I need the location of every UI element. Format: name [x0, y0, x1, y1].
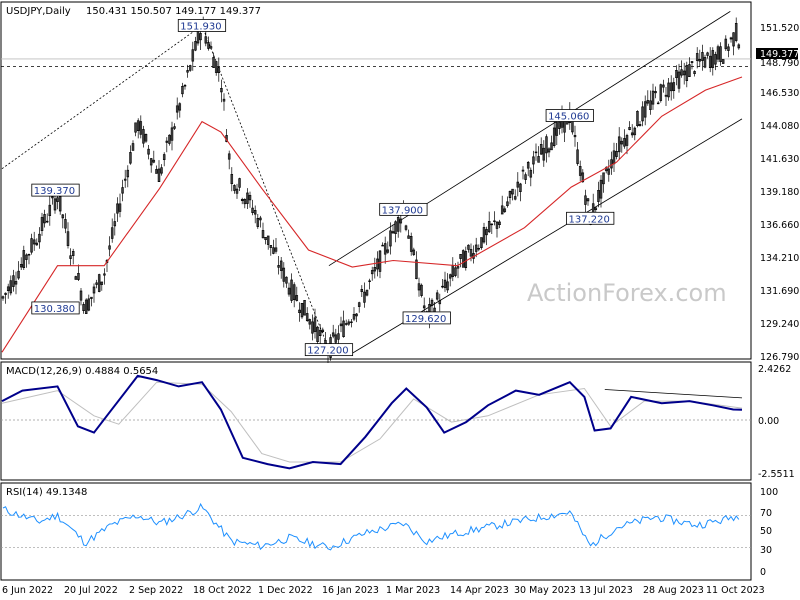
x-tick-label: 28 Aug 2023 [643, 585, 704, 596]
price-tick: 139.180 [760, 187, 799, 198]
watermark: ActionForex.com [527, 279, 727, 307]
price-callout: 127.200 [304, 343, 354, 357]
macd-trendline [604, 389, 743, 399]
rsi-line [2, 502, 740, 551]
x-tick-label: 11 Oct 2023 [706, 585, 765, 596]
callout-label: 130.380 [34, 304, 75, 315]
macd-tick: 0.00 [758, 416, 779, 427]
x-tick-label: 30 May 2023 [514, 585, 576, 596]
price-panel-ohlc: 150.431 150.507 149.177 149.377 [86, 6, 261, 17]
x-tick-label: 14 Apr 2023 [450, 585, 509, 596]
price-tick: 141.630 [760, 154, 799, 165]
callout-label: 137.220 [569, 214, 610, 225]
x-tick-label: 18 Oct 2022 [193, 585, 252, 596]
price-tick: 144.080 [760, 121, 799, 132]
price-callout: 137.220 [566, 211, 615, 225]
price-callout: 130.380 [31, 301, 80, 315]
x-tick-label: 1 Dec 2022 [258, 585, 313, 596]
macd-tick: -2.5511 [758, 469, 795, 480]
trendline-dotted [1, 25, 203, 170]
price-panel [0, 1, 752, 360]
macd-panel [0, 361, 752, 481]
hline-price-label: 148.790 [760, 58, 799, 69]
price-tick: 146.530 [760, 88, 799, 99]
x-tick-label: 20 Jul 2022 [64, 585, 118, 596]
price-callout: 129.620 [402, 311, 451, 325]
x-tick-label: 1 Mar 2023 [386, 585, 440, 596]
x-tick-label: 16 Jan 2023 [322, 585, 379, 596]
callout-box [545, 109, 594, 122]
callout-label: 127.200 [307, 346, 348, 357]
sma-line [1, 76, 743, 353]
rsi-tick: 70 [760, 508, 772, 519]
callout-box [31, 183, 80, 197]
macd-panel-title: MACD(12,26,9) 0.4884 0.5654 [6, 366, 158, 377]
rsi-tick: 0 [760, 567, 766, 578]
callout-label: 151.930 [180, 21, 221, 32]
price-tick: 129.240 [760, 319, 799, 330]
callout-label: 145.060 [548, 112, 589, 123]
callout-box [402, 311, 451, 325]
macd-signal-line [1, 381, 743, 463]
price-tick: 136.660 [760, 220, 799, 231]
rsi-tick: 100 [760, 487, 778, 498]
price-callout: 145.060 [545, 109, 594, 123]
price-tick: 134.210 [760, 253, 799, 264]
callout-label: 139.370 [34, 186, 75, 197]
callout-box [177, 19, 227, 32]
price-tick: 131.690 [760, 286, 799, 297]
rsi-panel-title: RSI(14) 49.1348 [6, 487, 87, 498]
candlesticks [1, 16, 741, 363]
channel-upper-line [328, 11, 731, 267]
chart-lines-layer [1, 11, 751, 549]
callout-box [304, 343, 354, 357]
current-price-label: 149.377 [760, 49, 799, 60]
macd-line [1, 374, 743, 470]
price-callout: 139.370 [31, 183, 80, 197]
rsi-tick: 50 [760, 526, 772, 537]
callout-box [31, 301, 80, 315]
candles-layer [1, 16, 741, 363]
x-tick-label: 13 Jul 2023 [579, 585, 633, 596]
price-panel-title: USDJPY,Daily [6, 6, 71, 17]
callout-label: 137.900 [382, 205, 423, 216]
trendline-dotted-fall [201, 25, 330, 350]
rsi-tick: 30 [760, 545, 772, 556]
price-tick: 151.520 [760, 23, 799, 34]
price-callout: 151.930 [177, 19, 227, 32]
indicator-lines-layer [1, 76, 743, 551]
callout-label: 129.620 [405, 314, 446, 325]
price-tick: 126.790 [760, 352, 799, 363]
price-callout: 137.900 [379, 202, 428, 216]
rsi-panel [0, 482, 752, 581]
x-tick-label: 2 Sep 2022 [129, 585, 183, 596]
current-price-box [756, 48, 798, 59]
callout-box [379, 202, 428, 216]
macd-tick: 2.4262 [758, 364, 791, 375]
callouts-layer: 151.930 139.370 130.380 127.200 137.900 129.6… [31, 19, 615, 357]
callout-box [566, 211, 615, 225]
x-tick-label: 6 Jun 2022 [2, 585, 53, 596]
